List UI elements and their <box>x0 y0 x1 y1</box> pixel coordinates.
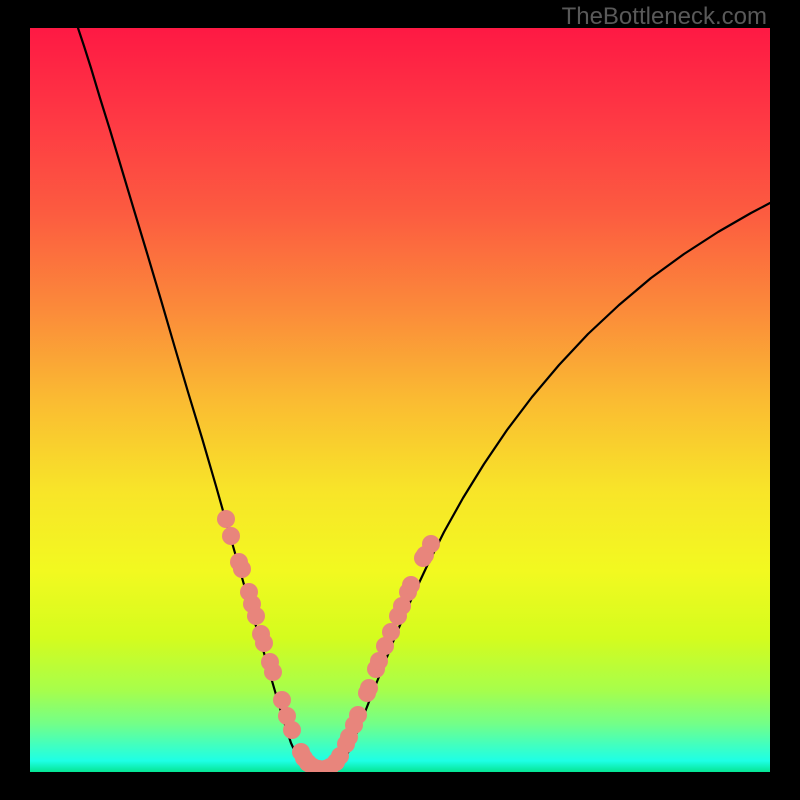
data-marker <box>264 663 282 681</box>
data-marker <box>233 560 251 578</box>
data-marker <box>247 607 265 625</box>
data-marker <box>402 576 420 594</box>
data-marker <box>422 535 440 553</box>
watermark-text: TheBottleneck.com <box>562 3 767 31</box>
data-marker <box>222 527 240 545</box>
plot-area <box>30 28 770 772</box>
data-marker <box>360 679 378 697</box>
data-marker <box>255 634 273 652</box>
data-marker <box>349 706 367 724</box>
data-marker <box>273 691 291 709</box>
bottleneck-curve <box>78 28 770 771</box>
chart-overlay <box>30 28 770 772</box>
chart-frame: TheBottleneck.com <box>0 0 800 800</box>
data-marker <box>217 510 235 528</box>
data-marker <box>382 623 400 641</box>
data-marker <box>283 721 301 739</box>
